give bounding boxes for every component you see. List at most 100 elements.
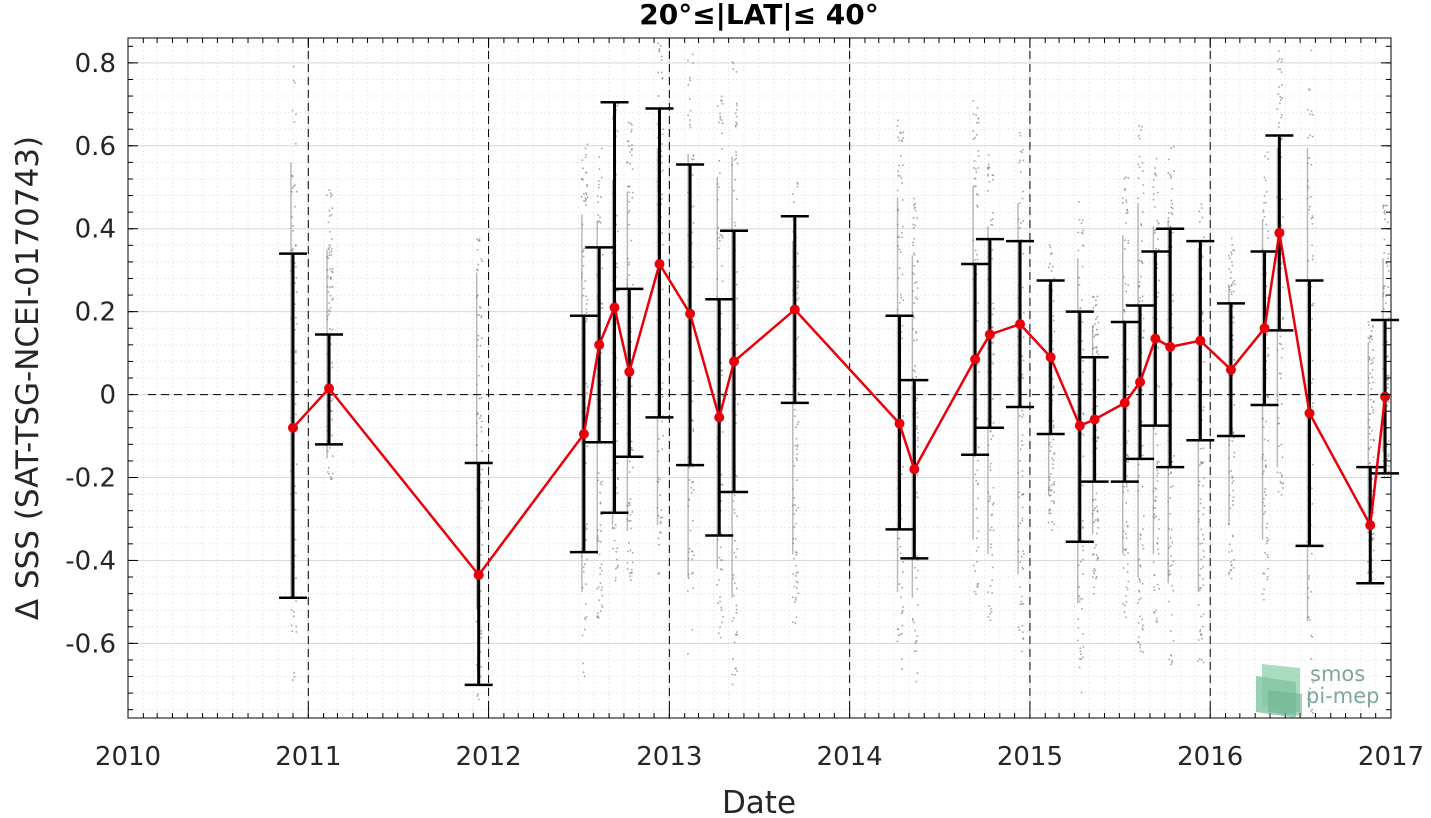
- raw-point: [585, 616, 588, 618]
- raw-point: [976, 258, 979, 261]
- raw-point: [1171, 202, 1174, 205]
- raw-point: [1387, 375, 1390, 377]
- raw-point: [795, 565, 797, 567]
- raw-point: [1125, 537, 1128, 540]
- raw-point: [599, 481, 602, 484]
- raw-point: [599, 610, 602, 612]
- raw-point: [480, 590, 482, 593]
- raw-point: [1263, 513, 1265, 515]
- raw-point: [733, 189, 735, 192]
- raw-point: [1311, 359, 1314, 362]
- raw-point: [720, 95, 723, 98]
- raw-point: [1139, 296, 1142, 299]
- raw-point: [719, 112, 721, 115]
- raw-point: [330, 195, 332, 198]
- raw-point: [1142, 628, 1144, 631]
- raw-point: [657, 95, 660, 97]
- raw-point: [1308, 88, 1310, 90]
- raw-point: [1078, 658, 1081, 660]
- raw-point: [792, 230, 794, 233]
- raw-point: [735, 587, 738, 590]
- raw-point: [735, 102, 738, 105]
- raw-point: [659, 44, 662, 47]
- raw-point: [1199, 587, 1201, 589]
- raw-point: [1227, 573, 1230, 575]
- raw-point: [1231, 549, 1233, 552]
- raw-point: [1311, 552, 1313, 555]
- raw-point: [658, 572, 660, 574]
- raw-point: [794, 622, 797, 625]
- raw-point: [660, 150, 663, 152]
- raw-point: [1231, 283, 1233, 286]
- raw-point: [597, 201, 599, 203]
- raw-point: [901, 633, 903, 635]
- raw-point: [629, 549, 632, 552]
- raw-point: [693, 554, 695, 556]
- raw-point: [1082, 348, 1085, 351]
- raw-point: [661, 382, 664, 384]
- raw-point: [1097, 333, 1099, 336]
- raw-point: [974, 473, 977, 476]
- raw-point: [327, 221, 330, 224]
- raw-point: [1383, 211, 1386, 214]
- raw-point: [1281, 137, 1284, 140]
- raw-point: [1200, 203, 1203, 205]
- raw-point: [294, 262, 296, 264]
- y-axis-title: Δ SSS (SAT-TSG-NCEI-0170743): [10, 136, 46, 620]
- raw-point: [630, 341, 633, 343]
- raw-point: [1081, 607, 1083, 610]
- raw-point: [795, 437, 798, 440]
- raw-point: [992, 174, 995, 177]
- raw-point: [480, 507, 483, 509]
- raw-point: [1368, 382, 1371, 384]
- raw-point: [1124, 604, 1126, 607]
- raw-point: [1021, 624, 1024, 627]
- raw-point: [720, 483, 723, 486]
- raw-point: [1266, 540, 1268, 543]
- raw-point: [1155, 496, 1157, 498]
- raw-point: [616, 396, 618, 398]
- raw-point: [1154, 433, 1157, 435]
- raw-point: [330, 410, 333, 413]
- raw-point: [1167, 600, 1170, 603]
- raw-point: [901, 140, 904, 143]
- raw-point: [1125, 601, 1128, 603]
- raw-point: [1231, 482, 1233, 484]
- raw-point: [1280, 253, 1283, 256]
- raw-point: [1227, 255, 1230, 257]
- raw-point: [991, 313, 994, 316]
- raw-point: [585, 527, 588, 530]
- raw-point: [1171, 213, 1174, 216]
- raw-point: [1096, 316, 1099, 318]
- raw-point: [615, 322, 618, 325]
- raw-point: [735, 157, 737, 160]
- raw-point: [902, 225, 904, 228]
- raw-point: [735, 151, 737, 153]
- raw-point: [1203, 556, 1205, 558]
- raw-point: [1281, 347, 1284, 350]
- raw-point: [1138, 286, 1140, 288]
- raw-point: [292, 615, 295, 618]
- raw-point: [1125, 586, 1128, 589]
- raw-point: [598, 616, 600, 619]
- raw-point: [660, 509, 663, 511]
- raw-point: [584, 197, 587, 199]
- raw-point: [1053, 452, 1056, 454]
- raw-point: [1263, 505, 1266, 507]
- raw-point: [1142, 184, 1145, 186]
- raw-point: [479, 417, 481, 419]
- raw-point: [581, 159, 584, 161]
- raw-point: [1126, 475, 1129, 477]
- raw-point: [1079, 597, 1081, 600]
- raw-point: [792, 573, 795, 575]
- raw-point: [585, 539, 588, 541]
- raw-point: [330, 278, 332, 280]
- raw-point: [692, 222, 695, 224]
- raw-point: [1081, 527, 1084, 529]
- raw-point: [797, 592, 800, 595]
- raw-point: [328, 473, 331, 475]
- raw-point: [292, 229, 294, 232]
- raw-point: [1142, 336, 1144, 339]
- raw-point: [291, 175, 294, 178]
